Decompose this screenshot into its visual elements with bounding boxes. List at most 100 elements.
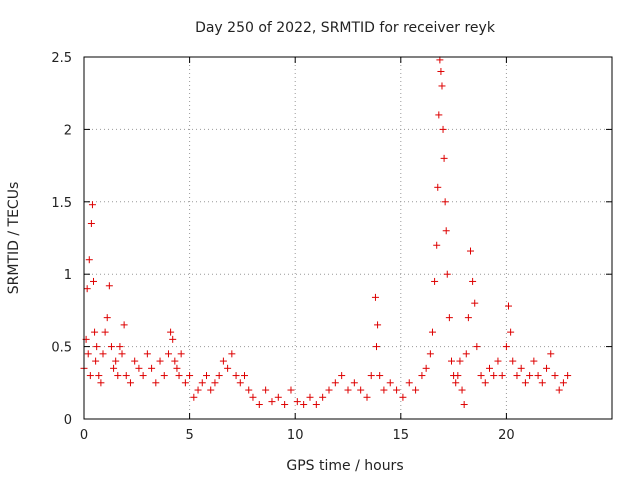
data-point [131,357,139,365]
data-point [143,350,151,358]
y-tick-label: 1 [64,268,72,283]
data-point [498,372,506,380]
data-point [399,393,407,401]
data-point [422,364,430,372]
x-tick-label: 15 [393,428,410,443]
data-point [202,372,210,380]
data-point [224,364,232,372]
data-point [255,401,263,409]
plot-frame [83,56,613,420]
data-point [101,328,109,336]
data-point [236,379,244,387]
data-point [325,386,333,394]
data-point [167,328,175,336]
data-point [555,386,563,394]
data-point [445,314,453,322]
data-point [371,293,379,301]
data-point [306,393,314,401]
data-point [110,364,118,372]
y-tick-label: 0 [64,413,72,428]
data-point [464,314,472,322]
x-axis-label: GPS time / hours [286,458,403,474]
data-point [135,364,143,372]
data-point [452,379,460,387]
x-tick-label: 0 [80,428,88,443]
data-points [80,56,572,409]
x-axis: 0 5 10 15 20 [80,57,515,443]
data-point [521,379,529,387]
data-point [300,401,308,409]
data-point [473,343,481,351]
data-point [198,379,206,387]
data-point [462,350,470,358]
data-point [173,364,181,372]
data-point [477,372,485,380]
data-point [232,372,240,380]
data-point [331,379,339,387]
data-point [486,364,494,372]
data-point [505,302,513,310]
data-point [169,335,177,343]
data-point [175,372,183,380]
data-point [112,357,120,365]
data-point [454,372,462,380]
data-point [148,364,156,372]
data-point [439,125,447,133]
data-point [171,357,179,365]
data-point [513,372,521,380]
data-point [245,386,253,394]
data-point [177,350,185,358]
data-point [91,328,99,336]
data-point [338,372,346,380]
x-tick-label: 5 [185,428,193,443]
data-point [152,379,160,387]
data-point [93,343,101,351]
data-point [435,111,443,119]
data-point [412,386,420,394]
data-point [437,67,445,75]
y-tick-label: 2.5 [51,51,72,66]
data-point [509,357,517,365]
data-point [431,277,439,285]
data-point [564,372,572,380]
data-point [543,364,551,372]
y-tick-label: 1.5 [51,196,72,211]
data-point [490,372,498,380]
data-point [85,256,93,264]
grid-lines [84,57,612,419]
data-point [547,350,555,358]
data-point [312,401,320,409]
data-point [380,386,388,394]
data-point [344,386,352,394]
data-point [456,357,464,365]
data-point [363,393,371,401]
chart-title: Day 250 of 2022, SRMTID for receiver rey… [195,20,496,36]
data-point [538,379,546,387]
data-point [160,372,168,380]
data-point [469,277,477,285]
data-point [139,372,147,380]
data-point [116,343,124,351]
data-point [530,357,538,365]
data-point [551,372,559,380]
data-point [99,350,107,358]
data-point [426,350,434,358]
data-point [86,372,94,380]
y-axis: 0 0.5 1 1.5 2 2.5 [51,51,612,428]
data-point [97,379,105,387]
data-point [92,357,100,365]
data-point [494,357,502,365]
data-point [443,270,451,278]
data-point [274,393,282,401]
data-point [374,321,382,329]
data-point [357,386,365,394]
data-point [350,379,358,387]
data-point [114,372,122,380]
data-point [186,372,194,380]
data-point [268,398,276,406]
x-tick-label: 10 [287,428,304,443]
data-point [241,372,249,380]
data-point [126,379,134,387]
data-point [281,401,289,409]
